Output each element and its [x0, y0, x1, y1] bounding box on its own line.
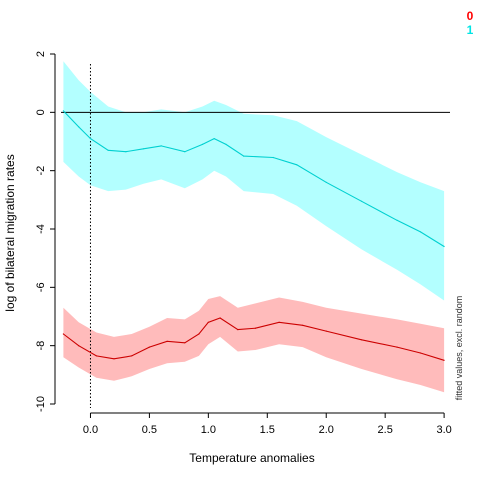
series-1-point-2	[89, 138, 92, 140]
axes: 0.0 0.5 1.0 1.5 2.0 2.5 3.0 -10 -8 -6 -4 -2 0 2	[35, 51, 452, 436]
series-0-point-19	[443, 359, 445, 361]
series-0-point-1	[78, 345, 80, 347]
series-0-point-0	[62, 333, 64, 335]
series-1-point-15	[361, 200, 363, 202]
x-tick-label-0: 0.0	[83, 424, 98, 436]
side-note: fitted values, excl. random	[454, 296, 464, 401]
series-1-point-17	[419, 231, 422, 233]
y-tick-label-5: 0	[35, 109, 47, 115]
series-0-point-4	[131, 355, 133, 357]
x-tick-label-2: 1.0	[201, 424, 216, 436]
series-1-point-8	[201, 143, 204, 145]
series-line-0	[63, 317, 445, 361]
series-0-point-9	[207, 321, 209, 323]
legend-label-1: 1	[467, 23, 474, 37]
series-0-point-10	[219, 317, 221, 319]
series-1-point-12	[272, 156, 274, 159]
series-1-point-14	[325, 181, 327, 183]
series-1-point-9	[213, 138, 215, 140]
series-1-point-11	[243, 155, 245, 157]
series-0-point-15	[325, 330, 327, 332]
confidence-band-series-0	[63, 296, 445, 393]
y-tick-label-4: -2	[35, 166, 47, 176]
series-0-point-17	[396, 346, 398, 348]
series-0-point-7	[184, 342, 186, 344]
series-1-point-1	[78, 126, 80, 128]
legend: 0 1	[467, 9, 474, 37]
x-axis-label: Temperature anomalies	[189, 451, 314, 465]
series-1-point-5	[142, 148, 145, 150]
reference-lines	[61, 64, 450, 408]
series-1-point-3	[107, 149, 109, 151]
series-0-point-11	[237, 329, 239, 331]
series-1-point-10	[225, 143, 227, 145]
legend-label-0: 0	[467, 9, 474, 23]
series-0-point-3	[113, 358, 115, 360]
y-tick-label-1: -8	[35, 341, 47, 351]
x-tick-label-5: 2.5	[378, 424, 393, 436]
y-axis-label: log of bilateral migration rates	[3, 154, 17, 311]
series-1-point-0	[62, 110, 64, 112]
series-1-point-16	[396, 219, 398, 221]
confidence-band-series-1	[63, 61, 445, 301]
y-tick-label-6: 2	[35, 51, 47, 57]
series-1-point-13	[296, 164, 298, 166]
series-0-point-8	[198, 333, 200, 335]
y-tick-label-0: -10	[35, 396, 47, 412]
series-1-point-18	[443, 245, 445, 248]
series-0-point-6	[166, 340, 168, 342]
y-tick-label-2: -6	[35, 282, 47, 292]
confidence-bands	[63, 61, 445, 393]
series-0-point-16	[361, 339, 363, 341]
series-0-point-14	[302, 324, 304, 326]
x-tick-label-4: 2.0	[319, 424, 334, 436]
y-tick-label-3: -4	[35, 224, 47, 234]
series-0-point-5	[148, 346, 150, 348]
series-0-point-18	[419, 352, 422, 354]
series-0-point-12	[254, 327, 257, 329]
series-1-point-4	[125, 151, 127, 153]
series-1-point-6	[160, 145, 162, 147]
x-tick-label-1: 0.5	[142, 424, 157, 436]
x-tick-label-3: 1.5	[260, 424, 275, 436]
x-tick-label-6: 3.0	[436, 424, 451, 436]
series-lines	[62, 110, 445, 361]
series-1-point-7	[184, 151, 186, 153]
series-0-point-13	[278, 321, 280, 323]
series-0-point-2	[95, 355, 97, 357]
